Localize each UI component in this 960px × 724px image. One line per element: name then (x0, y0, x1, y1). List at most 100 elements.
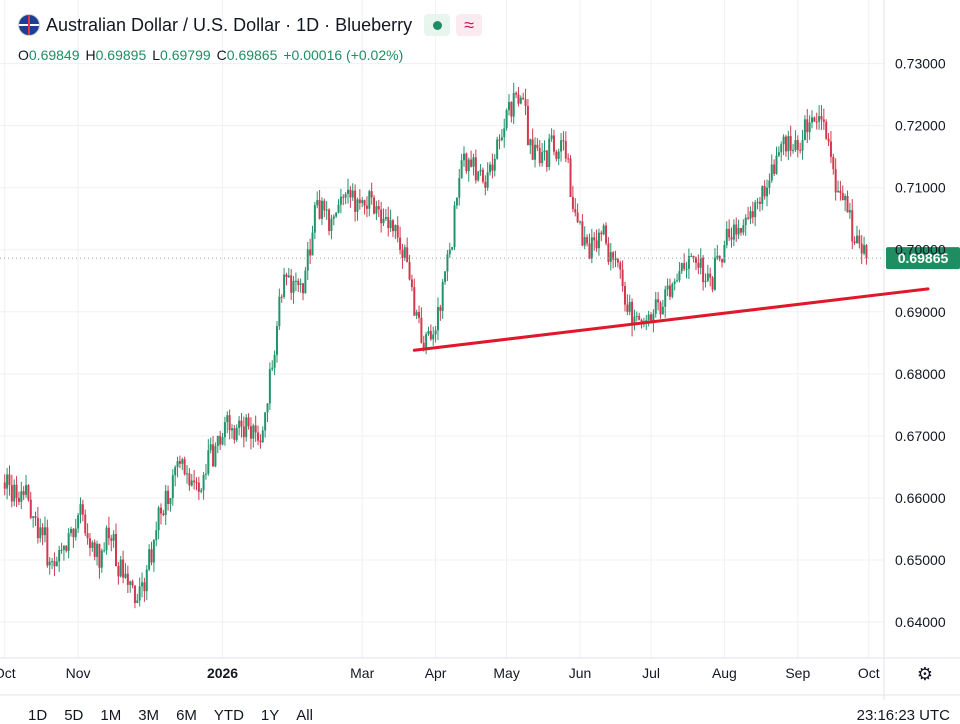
candle-body (789, 136, 792, 151)
candle-body (70, 528, 73, 534)
candle-body (451, 247, 454, 250)
candle-body (590, 237, 593, 259)
candle-body (811, 117, 813, 123)
candle-body (74, 528, 77, 538)
range-button-6m[interactable]: 6M (176, 707, 197, 724)
indicator-wave-icon[interactable]: ≈ (456, 14, 483, 36)
candle-body (117, 566, 120, 577)
candle-body (524, 99, 527, 106)
candle-body (368, 191, 371, 209)
symbol-legend[interactable]: Australian Dollar / U.S. Dollar · 1D · B… (18, 14, 483, 36)
time-tick-label: May (493, 665, 519, 681)
candle-body (498, 139, 501, 141)
candle-body (763, 186, 766, 197)
candle-body (453, 205, 456, 248)
candle-body (278, 296, 281, 327)
candle-body (188, 473, 191, 486)
gear-icon[interactable]: ⚙ (916, 663, 934, 684)
candle-body (358, 199, 361, 204)
candle-body (631, 301, 634, 326)
candle-body (865, 245, 868, 259)
candle-body (614, 259, 617, 261)
candle-body (415, 312, 418, 316)
range-button-ytd[interactable]: YTD (213, 707, 244, 724)
candle-body (768, 180, 771, 188)
candle-body (351, 190, 354, 198)
candle-body (62, 545, 65, 551)
candle-body (401, 250, 404, 258)
candle-body (297, 280, 300, 285)
low-label: L (152, 47, 161, 63)
candle-body (479, 169, 482, 172)
candle-body (695, 257, 697, 263)
range-button-1m[interactable]: 1M (100, 707, 122, 724)
candle-body (387, 217, 390, 229)
candle-body (193, 480, 196, 483)
candle-body (65, 545, 68, 551)
candle-body (15, 484, 18, 499)
candle-body (505, 110, 508, 129)
ohlc-readout: O0.69849 H0.69895 L0.69799 C0.69865 +0.0… (18, 47, 403, 63)
candle-body (673, 281, 676, 284)
candle-body (373, 197, 376, 214)
candle-body (29, 499, 32, 518)
candle-body (342, 196, 345, 198)
range-buttons: 1D 5D 1M 3M 6M YTD 1Y All (28, 707, 313, 724)
candle-body (538, 148, 541, 164)
candle-body (131, 581, 134, 586)
candle-body (692, 255, 695, 258)
candle-body (550, 135, 553, 139)
candle-body (676, 280, 679, 282)
candle-body (844, 196, 847, 201)
candle-body (576, 212, 579, 223)
candle-body (737, 228, 740, 235)
candle-body (268, 369, 271, 404)
support-trendline (412, 287, 930, 352)
price-tick-label: 0.67000 (895, 428, 946, 444)
candle-body (832, 156, 835, 170)
candle-body (460, 160, 463, 179)
candle-body (209, 444, 212, 451)
candle-body (661, 306, 664, 315)
candle-body (212, 444, 215, 467)
range-button-all[interactable]: All (296, 707, 313, 724)
range-button-3m[interactable]: 3M (138, 707, 160, 724)
candle-body (280, 296, 283, 298)
candle-body (271, 367, 274, 370)
candle-body (657, 299, 660, 303)
range-button-1d[interactable]: 1D (28, 707, 48, 724)
candle-body (242, 426, 245, 438)
time-tick-label: Nov (66, 665, 91, 681)
time-axis[interactable]: Oct Nov 2026 Mar Apr May Jun Jul Aug Sep Oct (0, 665, 880, 681)
candle-body (671, 283, 674, 297)
candle-body (207, 450, 210, 474)
candle-body (654, 299, 657, 314)
candle-body (112, 534, 115, 541)
candle-body (735, 224, 738, 235)
candle-body (666, 285, 669, 290)
price-tick-label: 0.65000 (895, 552, 946, 568)
candle-body (429, 331, 432, 340)
utc-clock[interactable]: 23:16:23 UTC (856, 707, 950, 724)
candle-body (782, 136, 785, 145)
candle-body (17, 498, 20, 502)
candle-body (311, 232, 314, 256)
candle-body (616, 259, 619, 263)
range-button-1y[interactable]: 1Y (260, 707, 280, 724)
price-tick-label: 0.64000 (895, 614, 946, 630)
candle-body (635, 315, 638, 317)
candle-body (375, 206, 378, 214)
candle-body (526, 105, 529, 146)
candle-body (46, 527, 49, 566)
price-axis[interactable]: 0.73000 0.72000 0.71000 0.70000 0.69000 0.680… (895, 56, 946, 630)
candle-body (136, 600, 139, 604)
candle-body (200, 490, 203, 492)
close-label: C (216, 47, 227, 63)
market-status-dot-icon[interactable] (424, 14, 451, 36)
candle-body (190, 480, 193, 486)
candle-body (827, 138, 830, 142)
candle-body (105, 527, 108, 551)
range-button-5d[interactable]: 5D (64, 707, 84, 724)
candle-body (678, 271, 681, 281)
